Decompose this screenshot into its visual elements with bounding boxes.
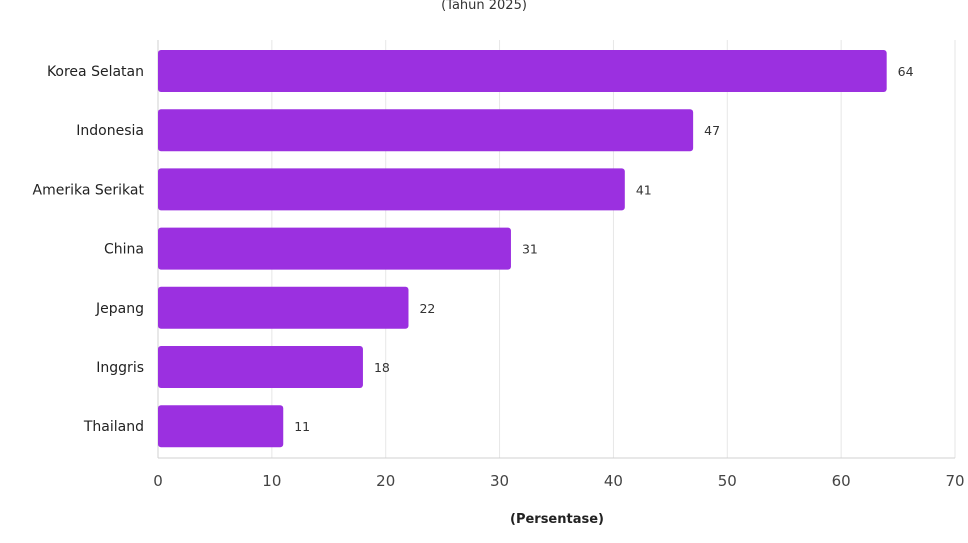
value-label: 22 [419, 301, 435, 316]
bars [158, 50, 887, 448]
x-axis-title: (Persentase) [510, 512, 604, 527]
category-label: Indonesia [76, 123, 144, 139]
value-label: 18 [374, 360, 390, 375]
x-tick-label: 50 [718, 472, 737, 490]
bar [158, 346, 363, 388]
category-label: Amerika Serikat [33, 182, 145, 198]
x-tick-label: 70 [945, 472, 964, 490]
chart-subtitle: (Tahun 2025) [441, 0, 527, 13]
value-labels: 64 47 41 31 22 18 11 [294, 64, 913, 434]
value-label: 31 [522, 242, 538, 257]
category-label: Thailand [83, 419, 144, 435]
value-label: 64 [898, 64, 914, 79]
category-label: China [104, 242, 144, 258]
x-tick-label: 0 [153, 472, 163, 490]
bar [158, 168, 625, 211]
x-tick-label: 20 [376, 472, 395, 490]
x-tick-label: 60 [832, 472, 851, 490]
category-labels: Korea Selatan Indonesia Amerika Serikat Chi… [33, 64, 145, 435]
x-axis-ticks: 0 10 20 30 40 50 60 70 [153, 472, 964, 490]
bar [158, 50, 887, 92]
category-label: Korea Selatan [47, 64, 144, 80]
category-label: Inggris [96, 360, 144, 376]
bar [158, 109, 694, 152]
value-label: 41 [636, 182, 652, 197]
bar [158, 286, 409, 329]
bar [158, 227, 511, 270]
category-label: Jepang [95, 301, 144, 317]
x-tick-label: 40 [604, 472, 623, 490]
value-label: 11 [294, 419, 310, 434]
bar [158, 405, 284, 448]
x-tick-label: 10 [262, 472, 281, 490]
x-tick-label: 30 [490, 472, 509, 490]
value-label: 47 [704, 123, 720, 138]
